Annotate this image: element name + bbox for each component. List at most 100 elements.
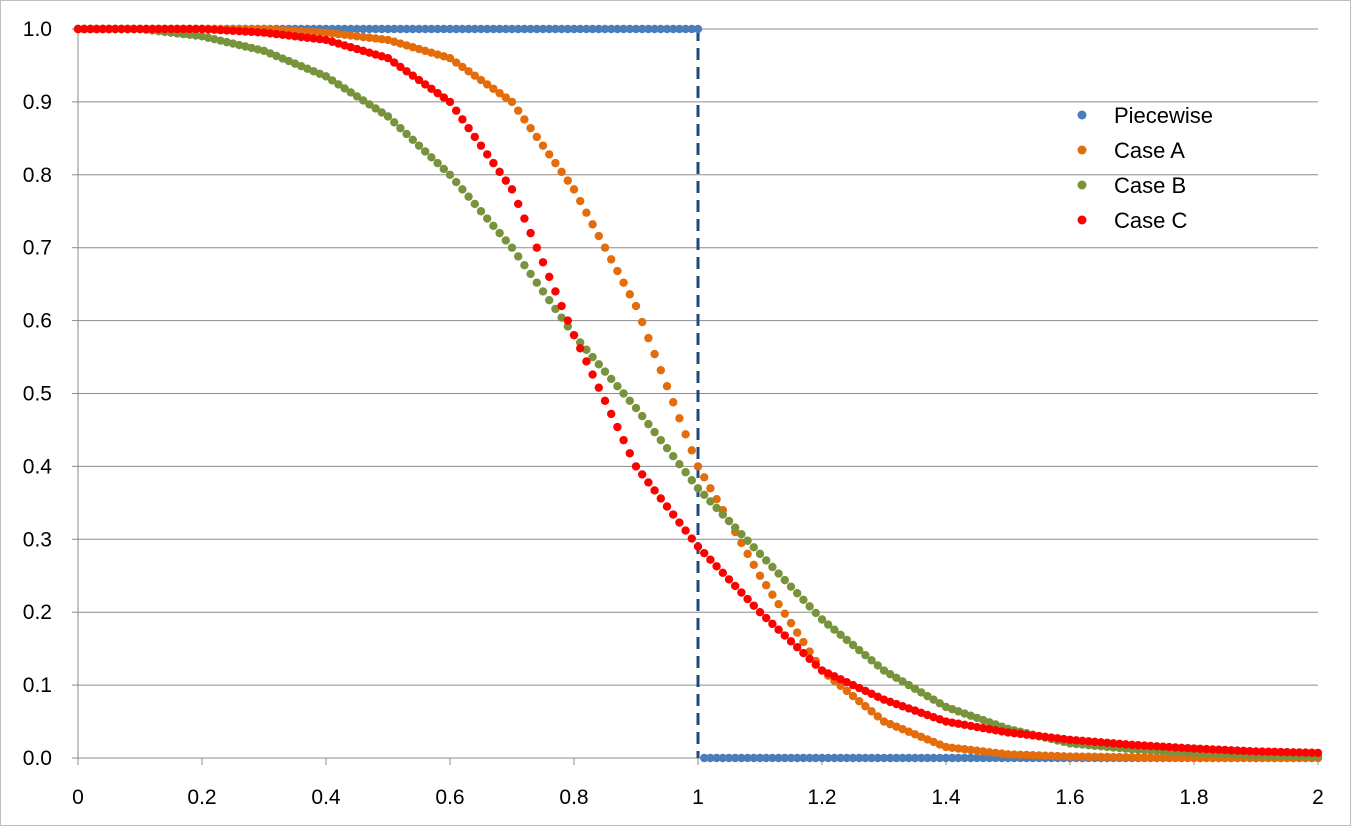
data-point — [563, 316, 572, 325]
data-point — [346, 24, 355, 34]
data-point — [334, 29, 343, 39]
data-point — [495, 88, 504, 98]
data-point — [1220, 745, 1230, 755]
data-point — [675, 518, 684, 527]
data-point — [470, 24, 479, 34]
data-point — [718, 568, 727, 578]
data-point — [1171, 753, 1180, 762]
data-point — [1158, 753, 1168, 762]
data-point — [452, 106, 461, 115]
data-point — [501, 24, 510, 34]
data-point — [483, 80, 492, 89]
data-point — [644, 478, 653, 487]
data-point — [452, 24, 461, 34]
data-point — [241, 27, 250, 36]
data-point — [886, 669, 895, 679]
data-point — [520, 24, 529, 34]
data-point — [569, 330, 579, 340]
data-point — [848, 691, 858, 701]
data-point — [619, 389, 628, 398]
data-point — [526, 228, 535, 238]
y-tick-label: 0.7 — [23, 237, 52, 260]
data-point — [613, 382, 622, 391]
data-point — [1134, 741, 1143, 750]
data-point — [768, 562, 777, 572]
data-point — [123, 24, 132, 34]
data-point — [985, 747, 994, 757]
data-point — [997, 749, 1006, 758]
data-point — [563, 176, 572, 185]
data-point — [532, 24, 541, 34]
data-point — [1016, 750, 1025, 759]
data-point — [247, 27, 256, 37]
data-point — [520, 115, 529, 124]
data-point — [743, 753, 752, 763]
data-point — [135, 24, 145, 34]
data-point — [662, 24, 672, 34]
data-point — [879, 666, 889, 675]
data-point — [743, 549, 752, 559]
data-point — [638, 317, 647, 327]
data-point — [861, 651, 870, 660]
data-point — [811, 608, 820, 618]
data-point — [204, 25, 213, 34]
data-point — [613, 422, 622, 432]
data-point — [675, 414, 684, 423]
data-point — [489, 84, 498, 93]
y-tick-label: 0.3 — [23, 528, 52, 551]
data-point — [1065, 735, 1075, 744]
y-tick-label: 0.5 — [23, 383, 52, 406]
data-point — [1010, 750, 1019, 759]
data-point — [1127, 753, 1137, 762]
data-point — [396, 62, 405, 72]
data-point — [954, 744, 963, 753]
data-point — [867, 707, 876, 716]
data-point — [979, 747, 988, 756]
data-point — [210, 25, 219, 34]
data-point — [656, 435, 665, 445]
data-point — [278, 30, 287, 40]
data-point — [731, 523, 740, 532]
data-point — [979, 723, 988, 733]
data-point — [910, 753, 920, 763]
data-point — [731, 581, 740, 591]
data-point — [650, 427, 659, 437]
data-point — [799, 753, 808, 763]
data-point — [266, 29, 275, 38]
data-point — [817, 615, 827, 624]
data-point — [656, 494, 665, 503]
data-point — [309, 34, 318, 43]
data-point — [551, 287, 560, 296]
data-point — [762, 581, 771, 590]
data-point — [600, 367, 610, 376]
data-point — [396, 123, 405, 133]
data-point — [700, 490, 709, 500]
data-point — [1301, 748, 1310, 757]
data-point — [1183, 743, 1193, 753]
data-point — [470, 71, 479, 80]
x-tick-label: 0 — [72, 786, 84, 809]
data-point — [489, 24, 498, 34]
data-point — [396, 24, 405, 34]
data-point — [941, 742, 951, 752]
data-point — [402, 24, 411, 34]
data-point — [73, 24, 83, 34]
data-point — [762, 753, 771, 763]
data-point — [588, 352, 597, 362]
data-point — [129, 24, 138, 34]
data-point — [948, 743, 957, 752]
data-point — [458, 115, 467, 124]
data-point — [687, 446, 696, 455]
data-point — [1202, 744, 1211, 754]
data-point — [972, 722, 982, 732]
data-point — [1022, 730, 1031, 739]
data-point — [1034, 731, 1044, 741]
data-point — [972, 746, 982, 755]
data-point — [904, 680, 913, 690]
data-point — [526, 123, 535, 133]
data-point — [1034, 751, 1044, 760]
data-point — [774, 599, 783, 609]
data-point — [644, 419, 653, 429]
y-tick-label: 0.8 — [23, 164, 52, 187]
data-point — [892, 673, 901, 683]
